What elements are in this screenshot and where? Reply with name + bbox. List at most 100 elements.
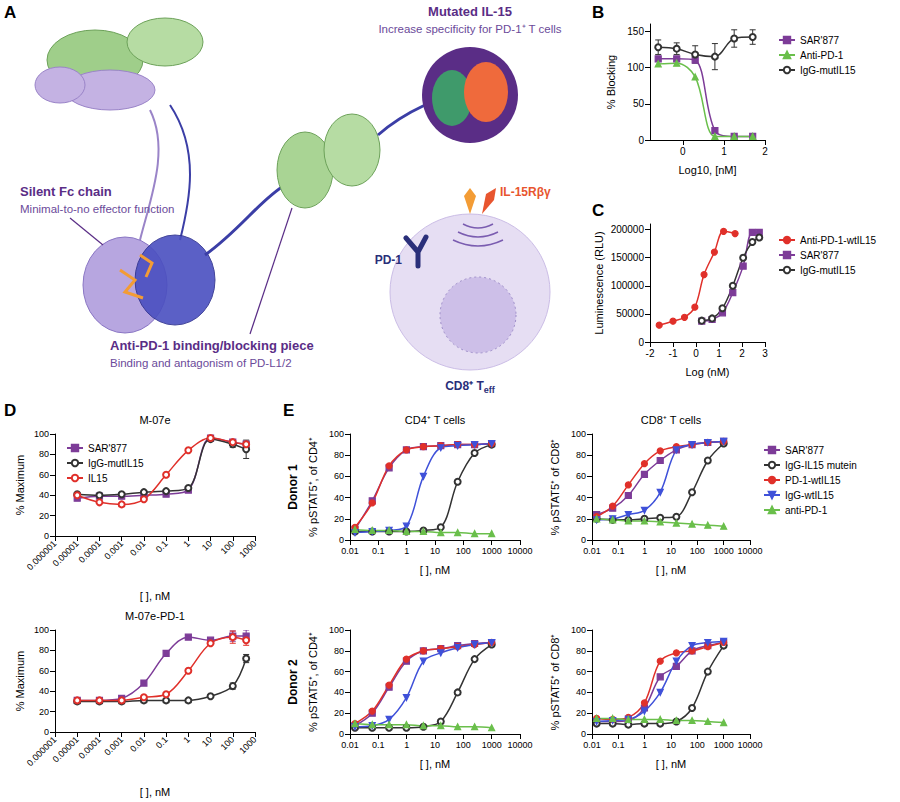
svg-text:50: 50 [633, 98, 645, 109]
svg-text:0.0001: 0.0001 [76, 734, 103, 761]
svg-text:100: 100 [219, 538, 237, 556]
svg-text:1000: 1000 [482, 546, 502, 556]
svg-text:SAR'877: SAR'877 [785, 445, 825, 456]
svg-text:80: 80 [39, 449, 49, 459]
svg-text:0.001: 0.001 [102, 734, 125, 757]
svg-text:100: 100 [456, 740, 471, 750]
svg-text:C: C [592, 201, 604, 220]
svg-text:[ ], nM: [ ], nM [140, 590, 171, 602]
svg-text:80: 80 [334, 646, 344, 656]
svg-text:0.00001: 0.00001 [51, 538, 81, 568]
svg-text:0.1: 0.1 [372, 740, 385, 750]
svg-text:20: 20 [39, 511, 49, 521]
svg-text:100: 100 [690, 740, 705, 750]
svg-text:1: 1 [716, 348, 722, 359]
svg-text:0: 0 [680, 146, 686, 157]
svg-text:IgG-wtIL15: IgG-wtIL15 [785, 490, 834, 501]
svg-text:10000: 10000 [737, 546, 762, 556]
svg-text:80: 80 [576, 450, 586, 460]
svg-text:60: 60 [576, 667, 586, 677]
svg-text:CD4⁺ T cells: CD4⁺ T cells [405, 414, 466, 426]
svg-text:Donor 2: Donor 2 [286, 659, 300, 705]
svg-text:0.1: 0.1 [612, 740, 625, 750]
svg-text:0.01: 0.01 [128, 734, 147, 753]
svg-text:10: 10 [200, 734, 214, 748]
svg-text:0: 0 [44, 727, 49, 737]
svg-text:0: 0 [693, 348, 699, 359]
svg-text:Anti-PD-1 binding/blocking pie: Anti-PD-1 binding/blocking piece [110, 338, 314, 353]
svg-text:40: 40 [334, 493, 344, 503]
svg-text:% pSTAT5⁺, of CD4⁺: % pSTAT5⁺, of CD4⁺ [307, 632, 319, 732]
svg-text:100: 100 [34, 625, 49, 635]
svg-text:PD-1: PD-1 [375, 253, 403, 267]
svg-text:Donor 1: Donor 1 [286, 464, 300, 510]
svg-text:1: 1 [181, 734, 192, 745]
svg-text:60: 60 [576, 471, 586, 481]
svg-text:50000: 50000 [616, 308, 644, 319]
svg-text:Binding and antagonism of PD-L: Binding and antagonism of PD-L1/2 [110, 357, 292, 369]
svg-text:Minimal-to-no effector functio: Minimal-to-no effector function [20, 203, 174, 215]
svg-text:60: 60 [39, 666, 49, 676]
svg-text:0.1: 0.1 [372, 546, 385, 556]
svg-text:0.01: 0.01 [583, 546, 601, 556]
svg-text:100: 100 [627, 62, 644, 73]
svg-text:60: 60 [334, 471, 344, 481]
svg-text:0: 0 [638, 337, 644, 348]
svg-text:IgG-mutIL15: IgG-mutIL15 [800, 265, 856, 276]
svg-text:40: 40 [576, 493, 586, 503]
svg-text:1: 1 [404, 546, 409, 556]
svg-text:[ ], nM: [ ], nM [656, 758, 687, 770]
svg-text:0.00001: 0.00001 [51, 734, 81, 764]
svg-text:0.000001: 0.000001 [25, 538, 59, 572]
svg-text:100: 100 [219, 734, 237, 752]
svg-text:IL15: IL15 [88, 473, 108, 484]
svg-text:[ ], nM: [ ], nM [420, 564, 451, 576]
svg-text:60: 60 [334, 667, 344, 677]
svg-text:10: 10 [666, 546, 676, 556]
svg-text:1: 1 [721, 146, 727, 157]
svg-text:20: 20 [576, 514, 586, 524]
svg-text:100: 100 [329, 429, 344, 439]
svg-text:40: 40 [576, 687, 586, 697]
svg-text:0.01: 0.01 [583, 740, 601, 750]
svg-text:10000: 10000 [507, 546, 532, 556]
svg-text:CD8⁺ Teff: CD8⁺ Teff [445, 379, 496, 395]
svg-text:% Maximum: % Maximum [14, 455, 26, 516]
svg-text:anti-PD-1: anti-PD-1 [785, 505, 828, 516]
svg-text:80: 80 [39, 645, 49, 655]
svg-text:Anti-PD-1: Anti-PD-1 [800, 50, 844, 61]
svg-text:PD-1-wtIL15: PD-1-wtIL15 [785, 475, 841, 486]
svg-text:40: 40 [334, 687, 344, 697]
svg-text:IgG-IL15 mutein: IgG-IL15 mutein [785, 460, 857, 471]
svg-text:10: 10 [430, 546, 440, 556]
svg-text:0.0001: 0.0001 [76, 538, 103, 565]
svg-text:2: 2 [762, 146, 768, 157]
svg-text:IgG-mutIL15: IgG-mutIL15 [800, 65, 856, 76]
svg-text:IL-15Rβγ: IL-15Rβγ [500, 185, 551, 199]
svg-text:M-07e: M-07e [139, 414, 170, 426]
svg-text:10: 10 [200, 538, 214, 552]
svg-text:20: 20 [334, 708, 344, 718]
svg-text:0: 0 [638, 135, 644, 146]
svg-text:A: A [4, 3, 16, 22]
svg-text:D: D [4, 401, 16, 420]
svg-text:40: 40 [39, 490, 49, 500]
svg-text:0: 0 [44, 531, 49, 541]
svg-text:100: 100 [34, 429, 49, 439]
svg-text:0.000001: 0.000001 [25, 734, 59, 768]
svg-text:1000: 1000 [237, 538, 258, 559]
svg-text:80: 80 [576, 646, 586, 656]
svg-text:Silent Fc chain: Silent Fc chain [20, 184, 112, 199]
svg-text:CD8⁺ T cells: CD8⁺ T cells [641, 414, 702, 426]
svg-text:0: 0 [581, 729, 586, 739]
svg-text:3: 3 [762, 348, 768, 359]
svg-text:100: 100 [690, 546, 705, 556]
svg-text:Anti-PD-1-wtIL15: Anti-PD-1-wtIL15 [800, 235, 877, 246]
svg-text:1000: 1000 [482, 740, 502, 750]
svg-text:1: 1 [181, 538, 192, 549]
svg-text:2: 2 [739, 348, 745, 359]
svg-text:% Maximum: % Maximum [14, 651, 26, 712]
svg-text:% Blocking: % Blocking [605, 55, 617, 109]
svg-text:0.1: 0.1 [154, 538, 170, 554]
svg-text:E: E [283, 401, 294, 420]
